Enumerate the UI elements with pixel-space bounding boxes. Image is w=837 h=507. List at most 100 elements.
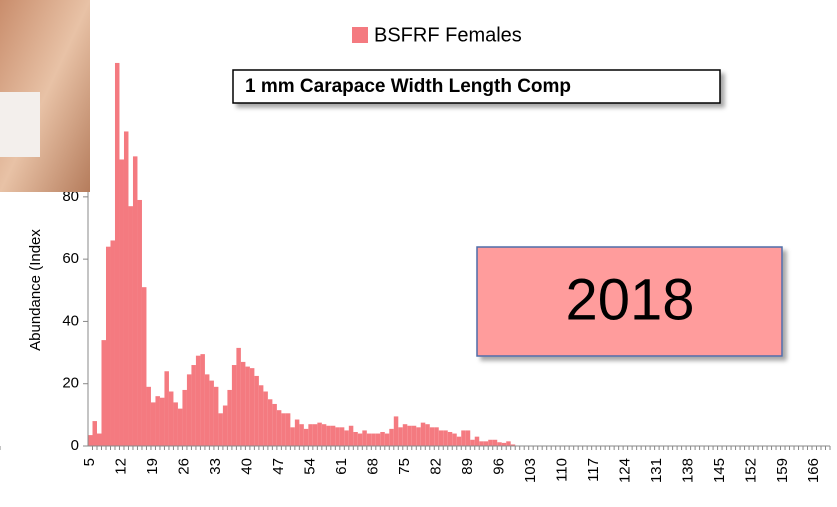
bar	[276, 410, 282, 446]
bar	[263, 391, 268, 446]
bar	[173, 402, 178, 446]
bar	[299, 424, 304, 446]
bar	[506, 441, 511, 446]
x-tick-label: 47	[270, 458, 287, 475]
bar	[429, 427, 435, 446]
x-tick-label: 61	[333, 458, 350, 475]
x-tick-label: 82	[427, 458, 444, 475]
bar	[344, 430, 349, 446]
x-tick-label: 152	[742, 458, 759, 483]
photo	[0, 0, 90, 192]
bar	[218, 413, 223, 446]
x-tick-label: 131	[648, 458, 665, 483]
bar	[267, 399, 273, 446]
legend-label: BSFRF Females	[374, 24, 522, 46]
bar	[88, 435, 93, 446]
bar	[281, 413, 286, 446]
bar	[357, 433, 363, 446]
x-tick-label: 117	[585, 458, 602, 482]
x-tick-label: 96	[490, 458, 507, 475]
bar	[105, 246, 111, 446]
bar	[353, 431, 358, 446]
bar	[177, 408, 183, 446]
bar	[195, 355, 201, 446]
bar	[326, 425, 331, 446]
x-tick-label: 26	[176, 458, 193, 475]
bar	[164, 371, 169, 446]
bar	[308, 424, 313, 446]
bar	[303, 428, 309, 446]
bar	[168, 391, 174, 446]
bar	[186, 374, 192, 446]
bar	[339, 427, 345, 446]
bar	[137, 199, 142, 446]
x-tick-label: 110	[553, 458, 570, 482]
bar	[119, 159, 124, 446]
bar	[501, 442, 507, 446]
bar	[114, 62, 120, 446]
bar	[155, 396, 160, 446]
x-tick-label: 33	[207, 458, 224, 475]
bar	[425, 424, 430, 446]
bar	[96, 433, 102, 446]
bar	[465, 430, 471, 446]
x-tick-label: 138	[679, 458, 696, 483]
bar	[402, 424, 408, 446]
bar	[470, 439, 475, 446]
annotation: 2018	[565, 267, 694, 332]
bar	[375, 433, 381, 446]
bar	[416, 427, 421, 446]
bar	[389, 428, 394, 446]
x-tick-label: 159	[774, 458, 791, 483]
bar	[204, 374, 210, 446]
bar	[407, 425, 412, 446]
y-tick-label: 0	[71, 437, 79, 454]
bar	[285, 413, 291, 446]
y-tick-label: 40	[62, 312, 79, 329]
x-tick-label: 124	[616, 458, 633, 483]
x-tick-label: 40	[239, 458, 256, 475]
bar	[290, 427, 295, 446]
title-box	[232, 69, 721, 104]
x-tick-label: 166	[805, 458, 822, 483]
bar	[371, 433, 376, 446]
bar	[222, 405, 228, 446]
bar	[191, 365, 196, 446]
bar	[110, 240, 115, 446]
bar	[159, 397, 165, 446]
bar	[317, 422, 322, 446]
x-tick-label: 68	[365, 458, 382, 475]
x-tick-label: 5	[81, 458, 98, 466]
bar	[227, 389, 232, 446]
bar	[497, 442, 502, 446]
bar	[474, 436, 480, 446]
bar	[411, 425, 417, 446]
bar	[258, 385, 264, 446]
bar	[321, 424, 327, 446]
bar	[384, 433, 390, 446]
bar	[141, 287, 147, 446]
bar	[479, 441, 484, 446]
bar	[150, 402, 156, 446]
bar	[393, 416, 399, 446]
bar	[398, 427, 403, 446]
bar	[209, 380, 214, 446]
bar	[483, 441, 489, 446]
y-tick-label: 20	[62, 375, 79, 392]
bar	[348, 425, 354, 446]
bar	[123, 131, 129, 446]
bar	[312, 424, 318, 446]
bar	[362, 430, 367, 446]
bar	[182, 389, 187, 446]
chart-title: 1 mm Carapace Width Length Comp	[245, 76, 571, 97]
bar	[510, 444, 516, 446]
x-tick-label: 19	[144, 458, 161, 475]
x-tick-label: 103	[522, 458, 539, 483]
bar	[438, 430, 444, 446]
bar	[231, 365, 237, 446]
bar	[92, 421, 97, 446]
bar	[132, 156, 138, 446]
bar	[447, 431, 453, 446]
x-tick-label: 54	[302, 458, 319, 475]
